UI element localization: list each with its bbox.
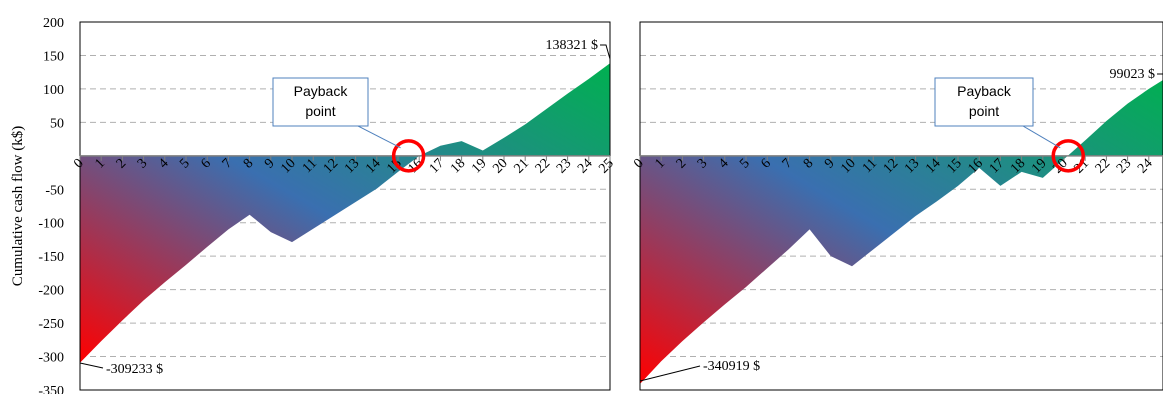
x-tick-label: 18 — [448, 156, 469, 177]
y-tick-label: -50 — [45, 183, 64, 198]
x-tick-label: 25 — [596, 156, 617, 177]
y-tick-label: -200 — [38, 284, 64, 299]
payback-marker — [1051, 139, 1085, 173]
y-tick-label: -100 — [38, 217, 64, 232]
callout-leader — [1022, 125, 1061, 149]
y-tick-label: -250 — [38, 317, 64, 332]
value-annotation: -340919 $ — [703, 359, 760, 374]
y-tick-label: 200 — [43, 16, 64, 31]
value-annotation: -309233 $ — [106, 362, 163, 377]
y-tick-label: -300 — [38, 351, 64, 366]
callout-box — [272, 77, 369, 127]
annotation-leader — [639, 365, 701, 382]
cash-flow-area — [640, 79, 1163, 384]
y-tick-label: -350 — [38, 384, 64, 394]
y-tick-label: 100 — [43, 83, 64, 98]
callout-text: point — [305, 103, 335, 119]
cash-flow-area — [80, 63, 610, 363]
annotation-leader — [600, 44, 611, 60]
plot-frame — [639, 21, 1163, 391]
x-tick-label: 21 — [512, 156, 533, 177]
callout-text: Payback — [294, 83, 349, 99]
payback-marker — [391, 139, 426, 173]
y-tick-label: -150 — [38, 250, 64, 265]
y-tick-label: 50 — [50, 116, 64, 131]
y-axis-label: Cumulative cash flow (k$) — [10, 126, 26, 286]
annotation-leader — [1157, 73, 1163, 76]
y-tick-label: 150 — [43, 49, 64, 64]
x-tick-label: 17 — [427, 156, 448, 177]
plot-frame — [79, 21, 611, 391]
callout-text: point — [969, 103, 999, 119]
value-annotation: 138321 $ — [546, 38, 599, 53]
chart-panel-1: 0 1 2 3 4 5 6 7 8 9 10 11 12 13 14 15 16 17 18 19 20 21 22 23 24… — [38, 16, 617, 394]
x-tick-label: 23 — [554, 156, 575, 177]
chart-panel-2: 0 1 2 3 4 5 6 7 8 9 10 11 12 13 14 15 16 17 18 19 20 21 22 23 24… — [631, 21, 1163, 391]
x-tick-label: 20 — [490, 156, 511, 177]
value-annotation: 99023 $ — [1110, 67, 1156, 82]
callout-box — [934, 77, 1034, 127]
x-tick-label: 22 — [1093, 156, 1114, 177]
callout-leader — [357, 125, 401, 149]
annotation-leader — [79, 362, 104, 369]
x-tick-label: 22 — [533, 156, 554, 177]
x-tick-label: 24 — [1135, 156, 1156, 177]
x-tick-label: 24 — [575, 156, 596, 177]
x-tick-label: 23 — [1114, 156, 1135, 177]
x-tick-label: 19 — [469, 156, 490, 177]
callout-text: Payback — [957, 83, 1012, 99]
